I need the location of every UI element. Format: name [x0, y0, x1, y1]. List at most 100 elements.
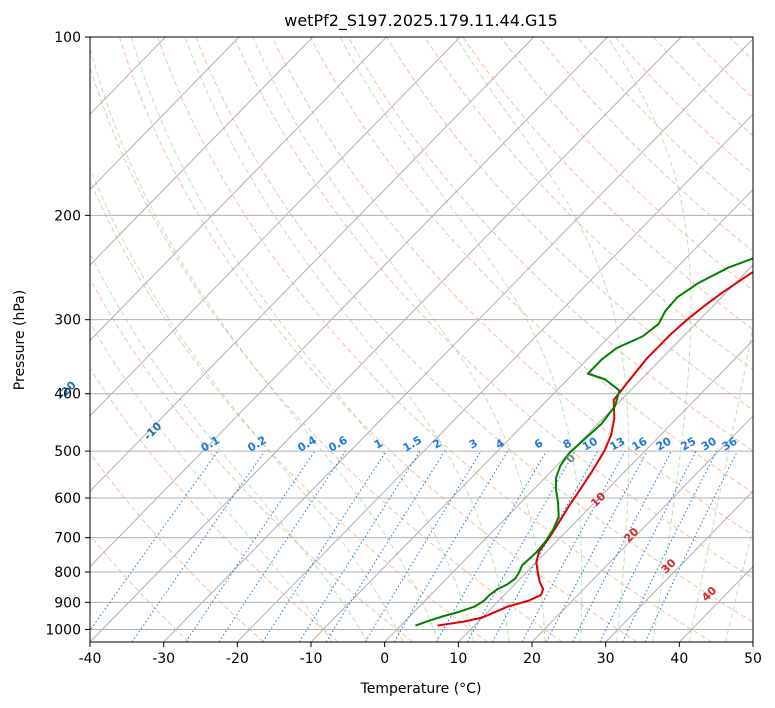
moist-adiabat-line [688, 323, 753, 642]
moist-adiabat-line [90, 321, 333, 642]
moist-adiabat-label: 10 [588, 490, 608, 510]
dry-adiabat-line [271, 37, 753, 536]
dry-adiabat-line [118, 37, 638, 642]
y-tick-label: 900 [54, 595, 81, 611]
mixing-ratio-label: 3 [467, 437, 480, 452]
mixing-ratio-line [262, 450, 387, 642]
dry-adiabat-line [768, 37, 775, 642]
x-tick-label: 40 [670, 651, 688, 667]
y-tick-label: 100 [54, 30, 81, 46]
isotherm-line [90, 37, 387, 342]
x-tick-label: -20 [226, 651, 249, 667]
line-labels: 0.10.20.40.611.52346810131620253036-100-… [0, 337, 740, 604]
isotherm-line [90, 37, 535, 492]
axis-ticks: -40 -30 -20 -10 0 10 20 30 40 5010020030040050060… [45, 30, 762, 667]
x-tick-label: 30 [597, 651, 615, 667]
x-tick-label: 50 [744, 651, 762, 667]
moist-adiabat-line [606, 37, 692, 642]
moist-adiabat-label: 20 [621, 525, 641, 545]
moist-adiabat-label: 0 [564, 451, 579, 466]
mixing-ratio-line [218, 450, 347, 642]
moist-adiabat-line [90, 252, 369, 642]
dry-adiabat-line [385, 37, 753, 411]
plot-frame [89, 36, 754, 643]
dry-adiabat-line [424, 37, 753, 371]
dry-adiabat-line [500, 37, 753, 291]
background-lines [90, 37, 775, 642]
y-tick-label: 200 [54, 208, 81, 224]
x-tick-label: 20 [523, 651, 541, 667]
isotherm-line [752, 641, 753, 642]
isotherm-line [90, 37, 682, 642]
isotherm-line [90, 37, 314, 266]
isotherm-line [90, 37, 240, 191]
mixing-ratio-line [621, 450, 718, 642]
y-tick-label: 300 [54, 313, 81, 329]
mixing-ratio-line [364, 450, 482, 642]
dry-adiabat-line [195, 37, 753, 623]
x-axis-label: Temperature (°C) [360, 681, 482, 697]
dry-adiabat-line [691, 37, 753, 99]
mixing-ratio-line [491, 450, 599, 642]
mixing-ratio-line [325, 450, 446, 642]
y-tick-label: 500 [54, 444, 81, 460]
mixing-ratio-line [644, 450, 738, 642]
x-tick-label: -10 [300, 651, 323, 667]
dry-adiabat-line [462, 37, 753, 331]
dry-adiabat-line [90, 65, 563, 642]
isotherm-line [90, 37, 608, 568]
moist-adiabat-line [455, 37, 630, 642]
mixing-ratio-label: 6 [532, 436, 545, 451]
moist-adiabat-line [339, 37, 583, 642]
isotherm-line [90, 37, 461, 417]
dry-adiabat-line [309, 37, 753, 494]
y-tick-label: 800 [54, 565, 81, 581]
x-tick-label: 10 [449, 651, 467, 667]
mixing-ratio-line [599, 450, 697, 642]
moist-adiabat-line [130, 37, 475, 642]
dry-adiabat-label: -10 [141, 419, 164, 442]
dry-adiabat-line [90, 277, 414, 642]
moist-adiabat-line [184, 37, 510, 642]
moist-adiabat-line [725, 526, 753, 642]
dry-adiabat-label: -30 [0, 337, 1, 360]
moist-adiabat-line [90, 166, 404, 642]
moist-adiabat-line [90, 45, 439, 642]
y-tick-label: 700 [54, 531, 81, 547]
sounding-series [415, 257, 753, 627]
y-tick-label: 400 [54, 387, 81, 403]
dry-adiabat-line [729, 37, 753, 61]
dry-adiabat-line [652, 37, 753, 137]
mixing-ratio-line [521, 450, 626, 642]
isotherm-line [310, 188, 753, 642]
x-tick-label: -40 [79, 651, 102, 667]
y-tick-label: 1000 [45, 622, 81, 638]
isotherm-line [457, 339, 753, 642]
chart-title: wetPf2_S197.2025.179.11.44.G15 [284, 11, 558, 31]
mixing-ratio-line [467, 450, 576, 642]
isotherm-line [531, 415, 753, 642]
dry-adiabat-line [90, 534, 190, 642]
y-axis-label: Pressure (hPa) [12, 290, 28, 390]
isotherm-line [236, 113, 753, 642]
moist-adiabat-label: 40 [699, 584, 719, 604]
dry-adiabat-line [90, 179, 488, 642]
mixing-ratio-line [131, 450, 266, 642]
mixing-ratio-line [545, 450, 648, 642]
mixing-ratio-line [298, 450, 421, 642]
dry-adiabat-line [233, 37, 753, 579]
isotherm-line [163, 38, 753, 642]
dry-adiabat-line [157, 37, 713, 642]
x-tick-label: 0 [380, 651, 389, 667]
moist-adiabat-line [252, 37, 546, 642]
isotherm-line [384, 264, 753, 642]
dry-adiabat-line [347, 37, 753, 452]
x-tick-label: -30 [152, 651, 175, 667]
y-tick-label: 600 [54, 491, 81, 507]
sounding-series-line-2 [415, 257, 753, 627]
sounding-series-line-1 [437, 270, 753, 627]
dry-adiabat-line [90, 367, 339, 642]
isotherm-line [605, 490, 753, 642]
mixing-ratio-line [90, 450, 219, 632]
